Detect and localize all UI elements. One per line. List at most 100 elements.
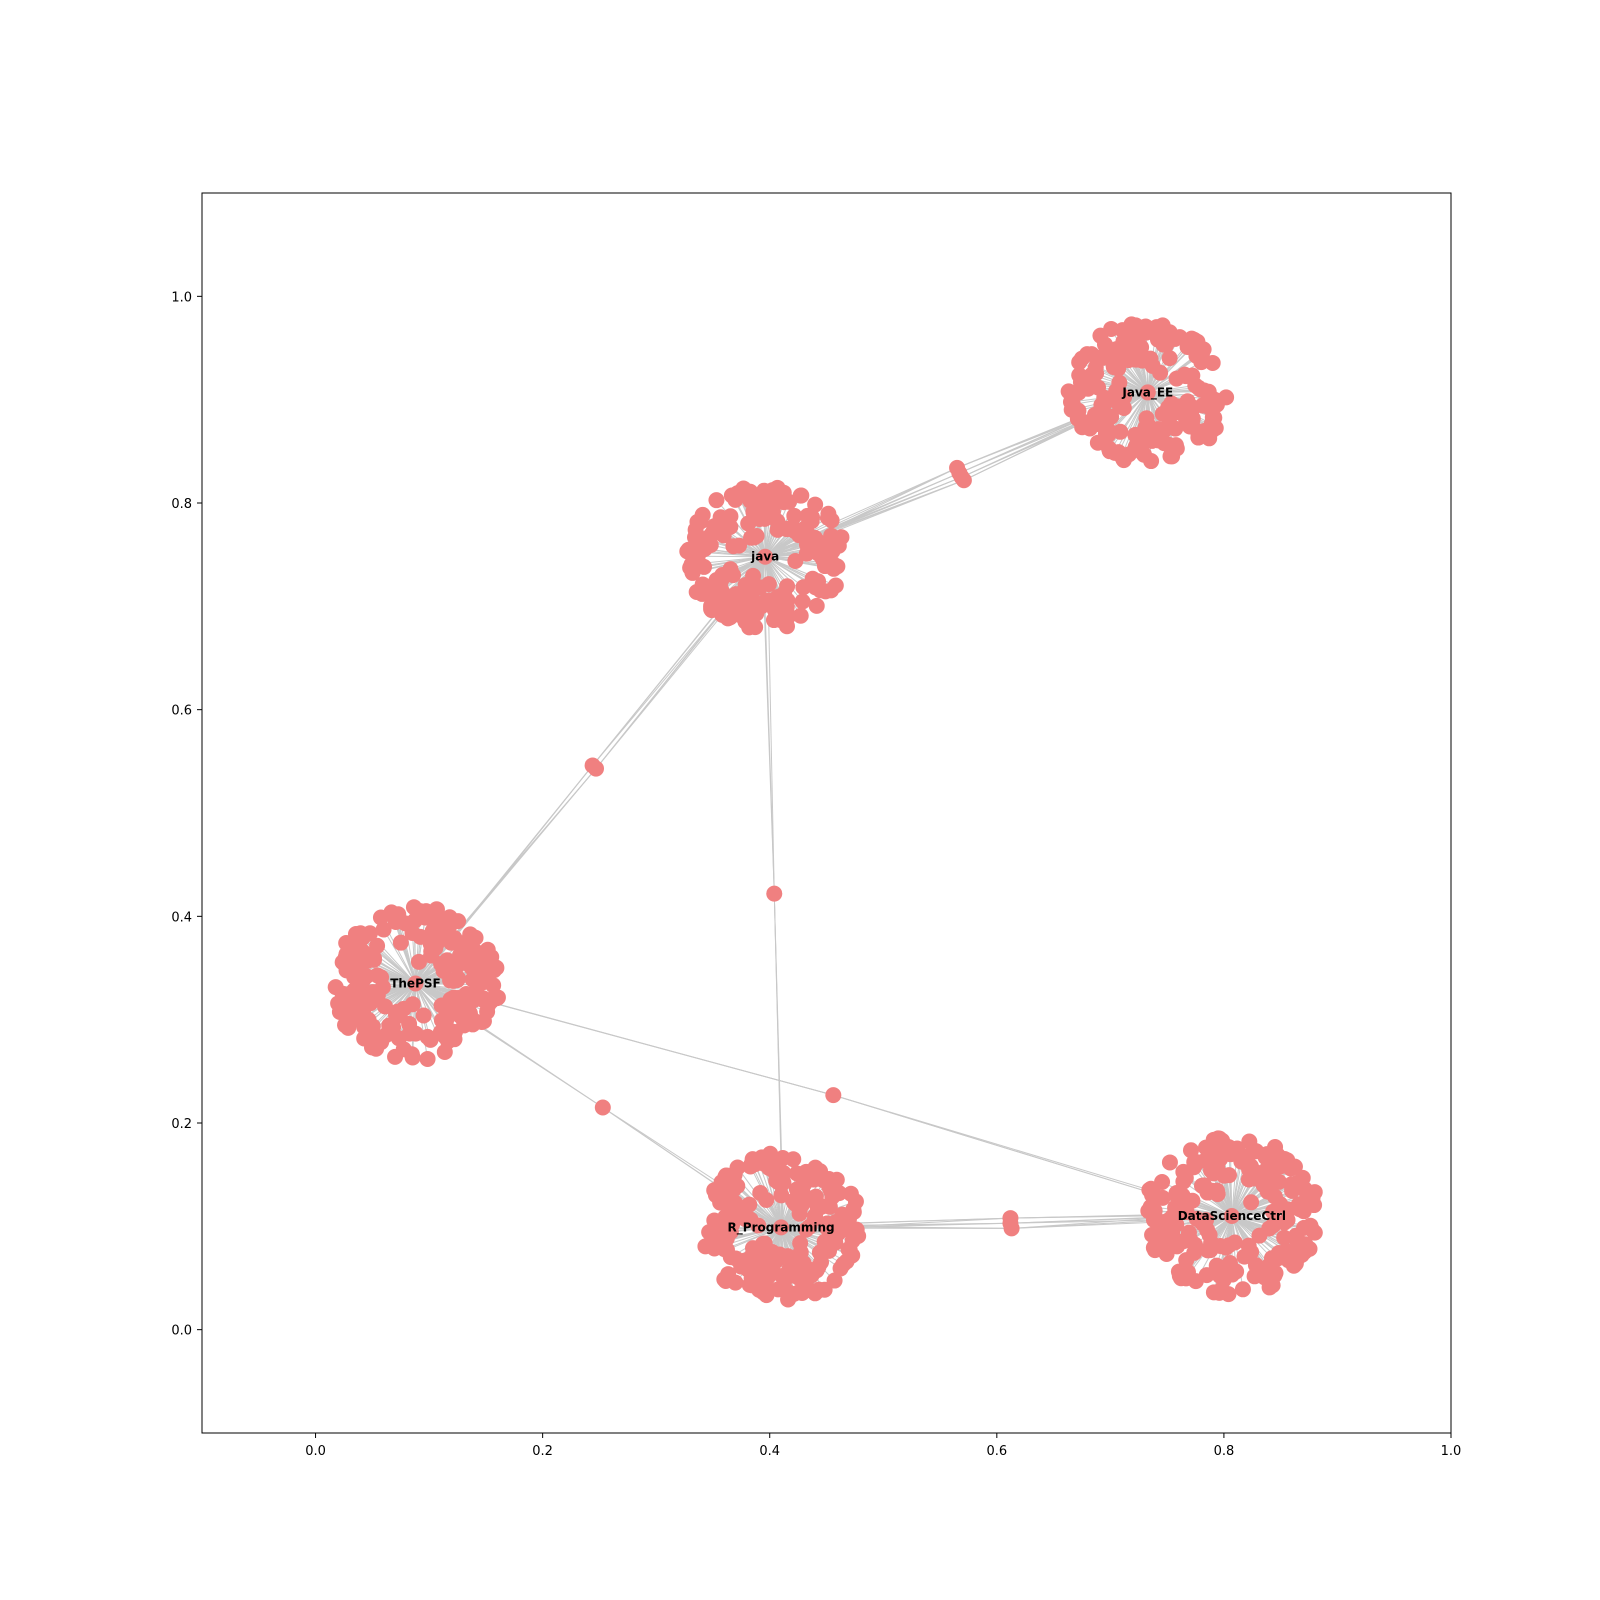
leaf-node-r-programming <box>706 1240 723 1257</box>
leaf-node-datasciencectrl <box>1211 1284 1228 1301</box>
leaf-node-datasciencectrl <box>1146 1242 1163 1259</box>
leaf-node-java-ee <box>1164 448 1181 465</box>
leaf-node-datasciencectrl <box>1220 1237 1237 1254</box>
leaf-node-datasciencectrl <box>1161 1154 1178 1171</box>
leaf-node-java <box>786 507 803 524</box>
edge-bridge-6-java <box>762 558 775 894</box>
leaf-node-java-ee <box>1200 383 1217 400</box>
y-tick-label: 0.6 <box>171 704 192 719</box>
leaf-node-thepsf <box>346 982 363 999</box>
y-tick-label: 0.4 <box>171 910 192 925</box>
leaf-node-r-programming <box>770 1174 787 1191</box>
leaf-node-r-programming <box>735 1204 752 1221</box>
leaf-node-java <box>723 487 740 504</box>
leaf-node-thepsf <box>356 1030 373 1047</box>
leaf-node-thepsf <box>424 923 441 940</box>
leaf-node-r-programming <box>751 1281 768 1298</box>
hub-node-datasciencectrl <box>1223 1208 1240 1224</box>
leaf-node-thepsf <box>401 1025 418 1042</box>
leaf-node-datasciencectrl <box>1276 1229 1293 1246</box>
leaf-node-java <box>823 527 840 544</box>
leaf-node-thepsf <box>361 925 378 942</box>
leaf-node-thepsf <box>452 946 469 963</box>
leaf-node-java <box>746 529 763 546</box>
leaf-node-datasciencectrl <box>1198 1267 1215 1284</box>
leaf-node-datasciencectrl <box>1294 1169 1311 1186</box>
leaf-node-datasciencectrl <box>1164 1208 1181 1225</box>
leaf-node-java-ee <box>1181 418 1198 435</box>
leaf-node-datasciencectrl <box>1209 1159 1226 1176</box>
leaf-node-java <box>748 503 765 520</box>
leaf-node-r-programming <box>776 1270 793 1287</box>
leaf-node-datasciencectrl <box>1248 1164 1265 1181</box>
leaf-node-java-ee <box>1112 423 1129 440</box>
leaf-node-java <box>702 580 719 597</box>
leaf-node-java-ee <box>1138 324 1155 341</box>
leaf-node-java-ee <box>1190 429 1207 446</box>
leaf-node-java <box>720 564 737 581</box>
leaf-node-thepsf <box>354 943 371 960</box>
leaf-node-java-ee <box>1208 396 1225 413</box>
leaf-node-r-programming <box>751 1247 768 1264</box>
leaf-node-thepsf <box>386 909 403 926</box>
leaf-node-java <box>743 615 760 632</box>
y-axis: 0.0 0.2 0.4 0.6 0.8 1.0 <box>171 290 202 1339</box>
leaf-node-datasciencectrl <box>1194 1215 1211 1232</box>
edge-java-leaf <box>697 555 766 558</box>
leaf-node-thepsf <box>466 945 483 962</box>
leaf-node-java-ee <box>1083 346 1100 363</box>
leaf-node-thepsf <box>458 986 475 1003</box>
leaf-node-java-ee <box>1088 365 1105 382</box>
leaf-node-datasciencectrl <box>1296 1196 1313 1213</box>
leaf-node-thepsf <box>412 928 429 945</box>
leaf-node-thepsf <box>419 1050 436 1067</box>
leaf-node-java <box>793 487 810 504</box>
leaf-node-datasciencectrl <box>1287 1227 1304 1244</box>
leaf-node-java-ee <box>1160 399 1177 416</box>
edge-java-ee-leaf <box>1119 392 1149 433</box>
leaf-node-java <box>761 506 778 523</box>
leaf-node-java <box>769 479 786 496</box>
leaf-node-r-programming <box>718 1230 735 1247</box>
x-tick-label: 0.4 <box>759 1444 780 1459</box>
hub-label-java-ee: Java_EE <box>1121 385 1173 400</box>
x-tick-label: 1.0 <box>1441 1444 1462 1459</box>
leaf-node-java <box>807 496 824 513</box>
edge-java-ee-leaf <box>1121 392 1149 457</box>
leaf-node-java-ee <box>1100 426 1117 443</box>
leaf-node-thepsf <box>436 1044 453 1061</box>
leaf-node-java <box>756 482 773 499</box>
leaf-node-datasciencectrl <box>1243 1194 1260 1211</box>
leaf-node-datasciencectrl <box>1186 1244 1203 1261</box>
leaf-node-thepsf <box>419 1028 436 1045</box>
leaf-node-java <box>774 612 791 629</box>
x-tick-label: 0.6 <box>986 1444 1007 1459</box>
leaf-node-java <box>794 593 811 610</box>
leaf-node-thepsf <box>355 1010 372 1027</box>
leaf-node-r-programming <box>785 1151 802 1168</box>
leaf-node-java-ee <box>1155 328 1172 345</box>
leaf-node-java-ee <box>1096 395 1113 412</box>
leaf-node-r-programming <box>841 1241 858 1258</box>
edge-thepsf-leaf <box>376 945 416 984</box>
leaf-node-java-ee <box>1090 379 1107 396</box>
leaf-node-java <box>680 541 697 558</box>
axes-frame <box>201 192 1452 1434</box>
leaf-node-java <box>682 559 699 576</box>
edge-r-programming-leaf <box>780 1226 852 1257</box>
leaf-node-datasciencectrl <box>1306 1184 1323 1201</box>
leaf-node-thepsf <box>488 959 505 976</box>
leaf-node-java <box>797 519 814 536</box>
hub-label-datasciencectrl: DataScienceCtrl <box>1178 1209 1286 1223</box>
leaf-node-java-ee <box>1110 444 1127 461</box>
leaf-node-thepsf <box>438 1011 455 1028</box>
leaf-node-java-ee <box>1071 354 1088 371</box>
leaf-node-java <box>725 538 742 555</box>
x-tick-label: 0.0 <box>305 1444 326 1459</box>
leaf-node-java <box>814 551 831 568</box>
leaf-node-thepsf <box>443 934 460 951</box>
leaf-node-datasciencectrl <box>1241 1133 1258 1150</box>
plot-area: java Java_EE ThePSF R_Programming DataScienc… <box>327 316 1323 1308</box>
bridge-node-8 <box>825 1087 842 1104</box>
leaf-node-java <box>787 552 804 569</box>
